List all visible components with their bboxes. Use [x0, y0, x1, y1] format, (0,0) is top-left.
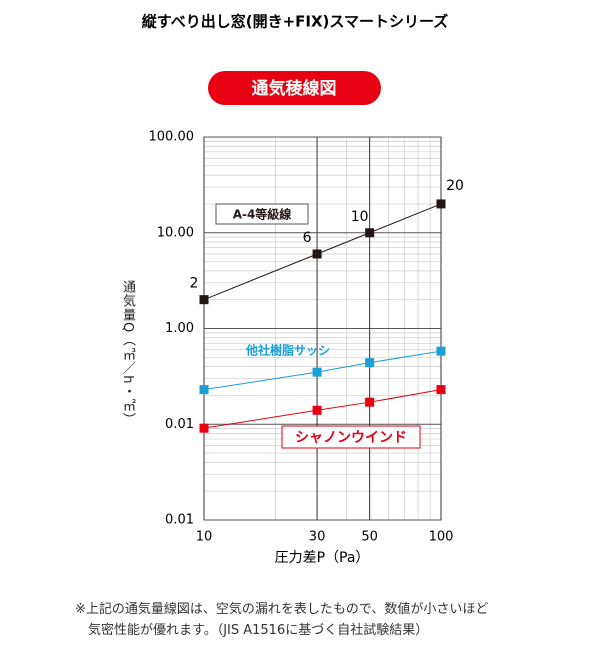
footnote: ※上記の通気量線図は、空気の漏れを表したもので、数値が小さいほど	[75, 602, 489, 617]
legend-label: 他社樹脂サッシ	[245, 343, 330, 358]
y-axis-label: 通気量Q（㎥／h・㎡）	[120, 280, 135, 427]
marker	[199, 295, 209, 305]
marker	[436, 199, 446, 209]
data-label: 10	[351, 209, 369, 225]
x-tick-label: 50	[361, 530, 378, 545]
y-tick-label: 0.01	[165, 513, 194, 528]
legend-box	[281, 425, 421, 449]
series-line	[203, 203, 442, 301]
legend-label: シャノンウインド	[295, 430, 407, 446]
marker	[312, 249, 322, 259]
marker	[312, 367, 322, 377]
series-line	[203, 350, 442, 391]
x-axis-label: 圧力差P（Pa）	[275, 550, 370, 566]
data-label: 6	[303, 230, 312, 246]
y-tick-label: 1.00	[165, 321, 194, 336]
badge-text: 通気稜線図	[252, 78, 337, 99]
y-tick-label: 0.01	[165, 417, 194, 432]
legend-box	[215, 203, 309, 225]
marker	[312, 405, 322, 415]
marker	[365, 358, 375, 368]
x-tick-label: 100	[429, 530, 454, 545]
marker	[199, 423, 209, 433]
x-tick-label: 30	[309, 530, 326, 545]
badge	[208, 71, 381, 105]
marker	[436, 385, 446, 395]
legend-label: A-4等級線	[233, 207, 292, 222]
marker	[365, 228, 375, 238]
marker	[365, 397, 375, 407]
data-label: 20	[446, 178, 464, 194]
data-label: 2	[190, 276, 199, 292]
y-tick-label: 100.00	[149, 130, 195, 145]
marker	[199, 385, 209, 395]
chart-title: 縦すべり出し窓(開き+FIX)スマートシリーズ	[142, 13, 448, 31]
footnote: 気密性能が優れます。（JIS A1516に基づく自社試験結果）	[88, 623, 429, 638]
marker	[436, 346, 446, 356]
x-tick-label: 10	[196, 530, 213, 545]
y-tick-label: 10.00	[157, 225, 194, 240]
series-line	[203, 389, 442, 429]
